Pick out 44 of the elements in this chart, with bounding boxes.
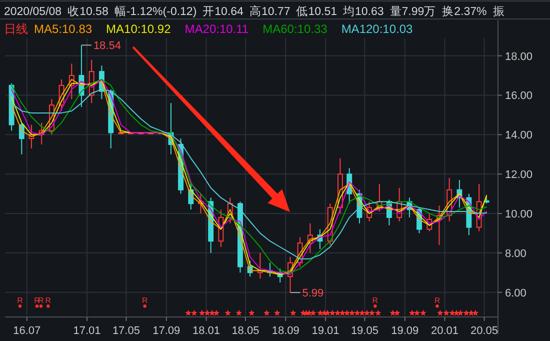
text: MA120:10.03 [341, 22, 414, 36]
x-tick-label: 20.01 [430, 325, 459, 337]
annotation: 18.54 [93, 40, 121, 52]
x-tick-label: 19.01 [312, 325, 340, 337]
text: MA10:10.92 [106, 22, 172, 36]
data-label: R [142, 296, 148, 306]
y-tick-label: 12.00 [505, 169, 533, 182]
data-label: R [434, 296, 440, 306]
x-tick-label: 17.05 [112, 325, 140, 337]
text: 高10.77 [249, 4, 290, 18]
y-tick-label: 16.00 [505, 90, 533, 102]
x-tick-label: 19.05 [350, 325, 378, 337]
y-tick-label: 10.00 [505, 208, 533, 220]
x-tick-label: 16.07 [13, 325, 41, 337]
x-tick-label: 20.05 [470, 325, 498, 337]
x-tick-label: 18.09 [272, 325, 300, 337]
text: 振 [492, 5, 505, 18]
data-label: R [17, 296, 24, 306]
data-label: R [45, 296, 52, 306]
annotation: 5.99 [302, 288, 324, 300]
text: MA60:10.33 [262, 22, 328, 36]
data-label: R [372, 296, 378, 306]
data-label: R [38, 296, 44, 306]
text: 收10.58 [68, 5, 108, 18]
x-tick-label: 17.01 [73, 325, 101, 337]
text: 均10.63 [342, 5, 384, 18]
data-label: R [34, 296, 40, 306]
text: 幅-1.12%(-0.12) [114, 5, 197, 18]
chart-subtitle: 日线 [4, 22, 28, 36]
x-tick-label: 17.09 [152, 325, 180, 337]
y-tick-label: 6.00 [505, 287, 526, 300]
x-tick-label: 18.05 [232, 325, 260, 337]
y-tick-label: 8.00 [505, 248, 526, 260]
text: 低10.51 [296, 5, 337, 18]
y-tick-label: 14.00 [505, 130, 533, 142]
x-tick-label: 19.09 [391, 325, 419, 337]
text: 量7.99万 [390, 5, 436, 18]
x-tick-label: 18.01 [192, 325, 220, 337]
y-tick-label: 18.00 [505, 50, 533, 63]
text: MA5:10.83 [34, 22, 92, 36]
text: 换2.37% [442, 5, 487, 18]
text: MA20:10.11 [184, 22, 249, 36]
text: 2020/05/08 [4, 6, 62, 18]
text: 开10.64 [202, 5, 244, 18]
